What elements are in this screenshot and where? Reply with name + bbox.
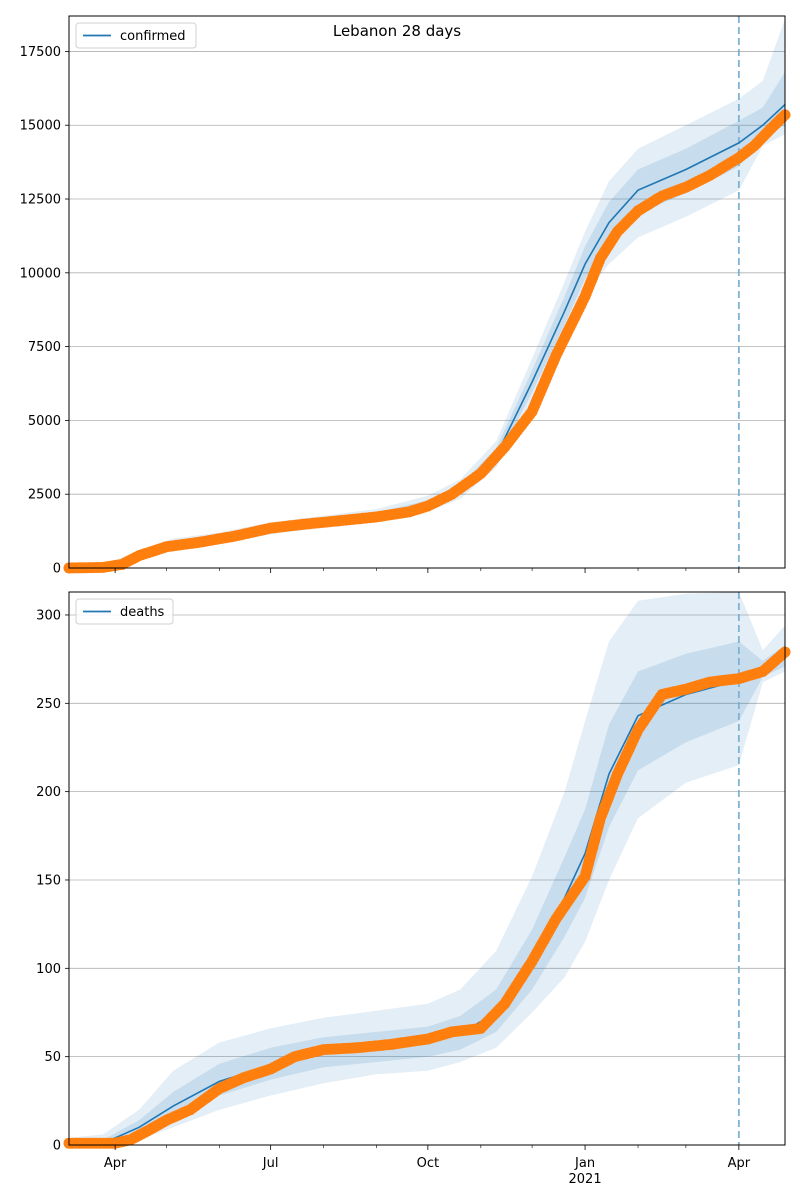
x-tick-label: Oct bbox=[417, 1156, 439, 1171]
y-tick-label: 0 bbox=[53, 562, 61, 577]
x-tick-sublabel: 2021 bbox=[569, 1172, 602, 1187]
y-tick-label: 300 bbox=[36, 608, 61, 623]
deaths-panel: 0 50 100 150 200 250 300 deaths bbox=[36, 591, 791, 1154]
y-tick-label: 12500 bbox=[20, 193, 61, 208]
legend: confirmed bbox=[75, 22, 197, 49]
observed-series bbox=[63, 109, 791, 574]
plot-frame bbox=[68, 15, 786, 569]
y-tick-label: 200 bbox=[36, 785, 61, 800]
observed-series bbox=[63, 646, 791, 1149]
y-tick-label: 5000 bbox=[28, 414, 61, 429]
band-outer bbox=[69, 592, 785, 1145]
y-tick-label: 0 bbox=[53, 1139, 61, 1154]
y-tick-label: 15000 bbox=[20, 119, 61, 134]
x-tick-label: Jan bbox=[574, 1156, 595, 1171]
legend-label: confirmed bbox=[120, 29, 186, 44]
y-tick-label: 10000 bbox=[20, 266, 61, 281]
x-tick-label: Apr bbox=[728, 1156, 751, 1171]
y-tick-label: 250 bbox=[36, 697, 61, 712]
band-inner bbox=[69, 641, 785, 1145]
x-tick-label: Jul bbox=[262, 1156, 279, 1171]
confirmed-panel: 0 2500 5000 7500 10000 12500 15000 17500 confirm… bbox=[20, 15, 791, 577]
x-tick-label: Apr bbox=[104, 1156, 127, 1171]
y-tick-label: 100 bbox=[36, 962, 61, 977]
y-tick-label: 7500 bbox=[28, 340, 61, 355]
y-tick-label: 2500 bbox=[28, 488, 61, 503]
y-tick-label: 17500 bbox=[20, 45, 61, 60]
legend: deaths bbox=[75, 598, 174, 625]
band-outer bbox=[69, 19, 785, 568]
legend-label: deaths bbox=[120, 605, 165, 620]
chart-title: Lebanon 28 days bbox=[333, 22, 461, 40]
plot-frame bbox=[68, 591, 786, 1146]
model-line bbox=[68, 656, 786, 1146]
legend-box bbox=[75, 598, 174, 625]
legend-box bbox=[75, 22, 197, 49]
y-tick-label: 50 bbox=[44, 1050, 61, 1065]
y-tick-label: 150 bbox=[36, 873, 61, 888]
